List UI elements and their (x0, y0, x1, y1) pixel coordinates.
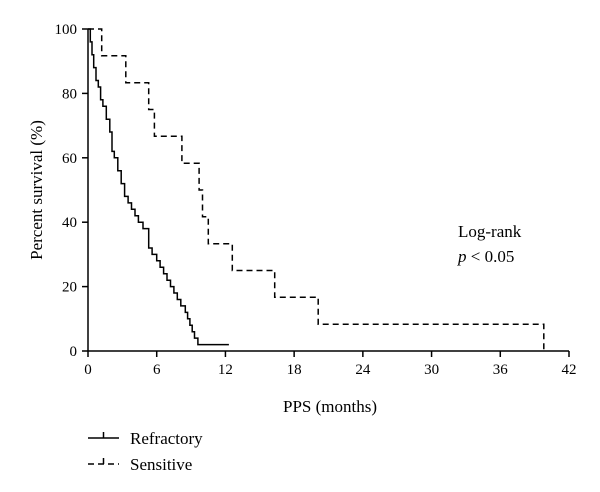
legend-item-sensitive: Sensitive (88, 455, 192, 474)
y-tick-label: 40 (62, 215, 77, 231)
series-layer (88, 28, 545, 351)
x-tick-label: 18 (287, 362, 302, 378)
y-axis-label: Percent survival (%) (27, 120, 46, 260)
x-tick-label: 12 (218, 362, 233, 378)
annotation-line1: Log-rank (458, 222, 522, 241)
p-symbol: p (457, 247, 467, 266)
legend-label-sensitive: Sensitive (130, 455, 192, 474)
p-value: < 0.05 (467, 247, 515, 266)
annotation-line2: p < 0.05 (457, 247, 514, 266)
logrank-annotation: Log-rank p < 0.05 (457, 222, 522, 266)
x-axis-label: PPS (months) (283, 397, 377, 416)
axes: 0 6 12 18 24 30 36 42 0 20 40 60 80 100 (55, 22, 577, 378)
legend: Refractory Sensitive (88, 429, 203, 474)
y-tick-label: 100 (55, 22, 78, 38)
x-tick-label: 24 (355, 362, 371, 378)
legend-item-refractory: Refractory (88, 429, 203, 448)
y-tick-label: 60 (62, 151, 77, 167)
series-line-refractory (88, 28, 229, 346)
y-tick-label: 80 (62, 86, 77, 102)
y-tick-label: 20 (62, 280, 77, 296)
series-line-sensitive (88, 28, 545, 351)
x-tick-label: 30 (424, 362, 439, 378)
y-tick-label: 0 (70, 344, 78, 360)
x-tick-label: 36 (493, 362, 509, 378)
legend-label-refractory: Refractory (130, 429, 203, 448)
x-tick-label: 42 (562, 362, 577, 378)
x-tick-label: 6 (153, 362, 161, 378)
x-tick-label: 0 (84, 362, 92, 378)
